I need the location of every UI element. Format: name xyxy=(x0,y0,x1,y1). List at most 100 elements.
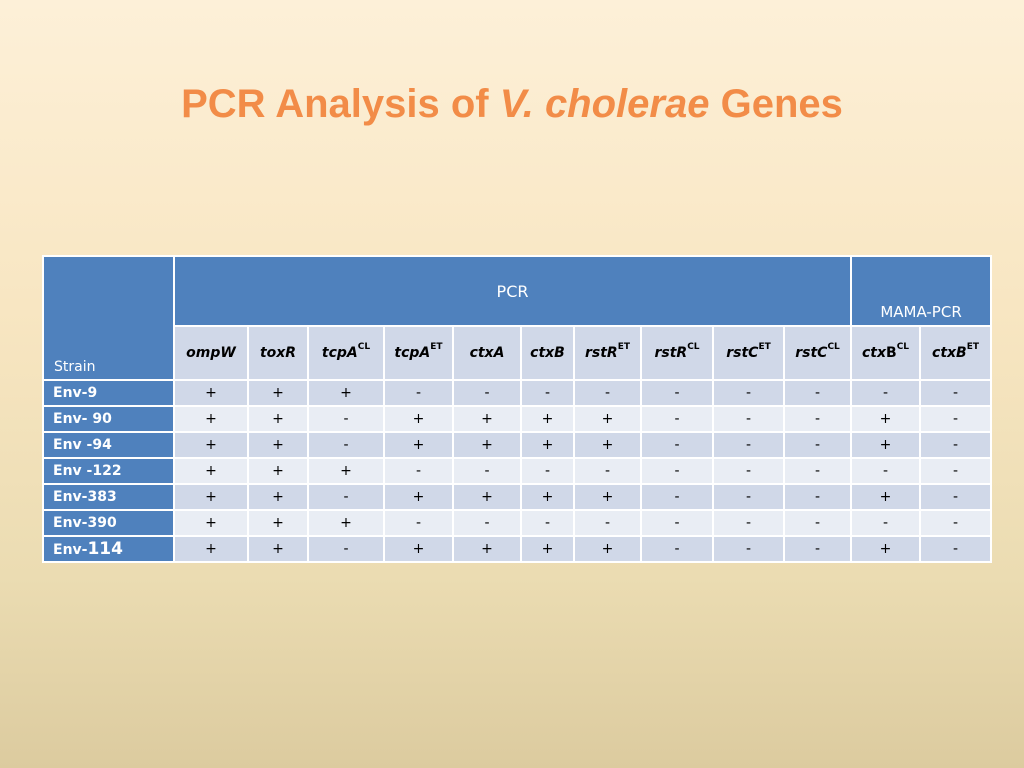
result-cell: + xyxy=(247,457,309,485)
gene-header: rstCCL xyxy=(782,325,853,381)
result-cell: - xyxy=(712,405,785,433)
result-cell: + xyxy=(452,431,522,459)
gene-biotype-superscript: ET xyxy=(617,342,630,352)
gene-name: rstC xyxy=(795,345,828,361)
result-cell: - xyxy=(640,483,714,511)
table-row: Env-383 + + - + + + + - - - + - xyxy=(42,483,993,511)
gene-header: rstRCL xyxy=(640,325,714,381)
result-cell: - xyxy=(307,483,385,511)
result-cell: + xyxy=(850,405,922,433)
table-row: Env- 90 + + - + + + + - - - + - xyxy=(42,405,993,433)
result-cell: + xyxy=(173,431,249,459)
slide-title: PCR Analysis of V. cholerae Genes xyxy=(0,74,1024,134)
result-cell: - xyxy=(520,379,575,407)
table-row: Env-9 + + + - - - - - - - - - xyxy=(42,379,993,407)
result-cell: - xyxy=(712,379,785,407)
result-cell: + xyxy=(247,483,309,511)
result-cell: - xyxy=(307,431,385,459)
result-cell: - xyxy=(782,483,853,511)
table-row: Env -122 + + + - - - - - - - - - xyxy=(42,457,993,485)
result-cell: - xyxy=(640,431,714,459)
result-cell: + xyxy=(520,405,575,433)
gene-biotype-superscript: CL xyxy=(357,342,371,352)
result-cell: - xyxy=(712,431,785,459)
result-cell: - xyxy=(850,457,922,485)
result-cell: + xyxy=(383,483,454,511)
table-row: Env -94 + + - + + + + - - - + - xyxy=(42,431,993,459)
result-cell: + xyxy=(307,379,385,407)
result-cell: - xyxy=(712,535,785,563)
gene-header: ctxB xyxy=(520,325,575,381)
gene-header: rstCET xyxy=(712,325,785,381)
pcr-group-header: PCR xyxy=(172,255,853,327)
result-cell: + xyxy=(247,405,309,433)
result-cell: - xyxy=(307,405,385,433)
gene-biotype-superscript: CL xyxy=(896,342,910,352)
group-header-row: Strain PCR MAMA-PCR xyxy=(42,255,993,381)
result-cell: + xyxy=(850,483,922,511)
result-cell: - xyxy=(919,379,993,407)
result-cell: - xyxy=(452,379,522,407)
result-cell: + xyxy=(520,483,575,511)
result-cell: - xyxy=(383,457,454,485)
result-cell: + xyxy=(520,535,575,563)
result-cell: + xyxy=(452,405,522,433)
strain-cell: Env-383 xyxy=(42,483,175,511)
strain-cell: Env-9 xyxy=(42,379,175,407)
result-cell: - xyxy=(520,457,575,485)
gene-header: ompW xyxy=(173,325,249,381)
result-cell: - xyxy=(452,509,522,537)
gene-header: tcpACL xyxy=(307,325,385,381)
gene-biotype-superscript: CL xyxy=(827,342,840,352)
result-cell: + xyxy=(173,405,249,433)
result-cell: - xyxy=(640,457,714,485)
table-row: Env-114 + + - + + + + - - - + - xyxy=(42,535,993,563)
result-cell: - xyxy=(573,379,642,407)
table-row: Env-390 + + + - - - - - - - - - xyxy=(42,509,993,537)
title-prefix: PCR Analysis of xyxy=(181,82,500,126)
result-cell: + xyxy=(173,483,249,511)
result-cell: + xyxy=(452,535,522,563)
result-cell: + xyxy=(452,483,522,511)
result-cell: - xyxy=(919,535,993,563)
result-cell: + xyxy=(850,431,922,459)
result-cell: - xyxy=(640,535,714,563)
gene-header: tcpAET xyxy=(383,325,454,381)
gene-biotype-superscript: ET xyxy=(430,342,443,352)
table-body: Env-9 + + + - - - - - - - - - Env- 90 + + - + + + + - - - + - Env … xyxy=(42,379,993,563)
result-cell: + xyxy=(247,431,309,459)
result-cell: - xyxy=(782,379,853,407)
strain-header: Strain xyxy=(42,255,175,381)
gene-name: rstR xyxy=(654,345,688,361)
result-cell: - xyxy=(452,457,522,485)
result-cell: + xyxy=(307,509,385,537)
result-cell: - xyxy=(573,457,642,485)
result-cell: + xyxy=(173,379,249,407)
result-cell: + xyxy=(850,535,922,563)
result-cell: + xyxy=(383,405,454,433)
result-cell: + xyxy=(173,509,249,537)
result-cell: + xyxy=(573,405,642,433)
result-cell: - xyxy=(919,483,993,511)
result-cell: - xyxy=(782,405,853,433)
gene-name: toxR xyxy=(259,345,297,361)
result-cell: - xyxy=(782,509,853,537)
result-cell: - xyxy=(712,457,785,485)
strain-cell: Env-390 xyxy=(42,509,175,537)
strain-prefix: Env- xyxy=(53,542,88,558)
result-cell: - xyxy=(782,457,853,485)
gene-name: ctxA xyxy=(469,345,505,361)
gene-name-upright: B xyxy=(886,345,897,361)
result-cell: + xyxy=(573,483,642,511)
result-cell: + xyxy=(247,509,309,537)
result-cell: - xyxy=(640,405,714,433)
mama-pcr-group-header: MAMA-PCR xyxy=(850,255,993,327)
result-cell: + xyxy=(247,379,309,407)
pcr-results-table: Strain PCR MAMA-PCR ompW toxR tcpACL tcpAET… xyxy=(42,255,993,563)
gene-name: ctx xyxy=(862,345,887,361)
strain-cell: Env -94 xyxy=(42,431,175,459)
gene-name: rstC xyxy=(726,345,759,361)
result-cell: - xyxy=(712,509,785,537)
result-cell: + xyxy=(173,535,249,563)
result-cell: - xyxy=(573,509,642,537)
